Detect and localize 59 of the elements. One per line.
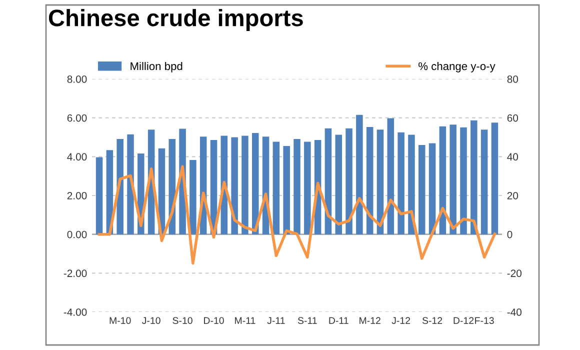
- bar: [470, 120, 478, 234]
- y2-tick-label: 40: [507, 153, 518, 161]
- bar: [356, 114, 363, 234]
- y2-tick-label: 60: [507, 114, 518, 122]
- bar: [324, 128, 332, 234]
- x-tick-label: S-11: [298, 317, 317, 324]
- legend-label: % change y-o-y: [418, 62, 496, 72]
- x-tick-label: J-12: [392, 317, 410, 324]
- x-tick-label: J-11: [267, 317, 285, 324]
- legend-label: Million bpd: [130, 62, 182, 72]
- line-series: [98, 165, 496, 265]
- y-tick-label: -2.00: [64, 270, 87, 278]
- y2-tick-label: 0: [507, 230, 512, 238]
- x-tick-label: D-10: [204, 317, 224, 324]
- bar: [408, 134, 415, 234]
- chart-title: Chinese crude imports: [48, 8, 303, 32]
- y2-tick-label: 80: [507, 76, 518, 83]
- bar: [428, 143, 436, 234]
- x-tick-label: M-12: [360, 317, 380, 324]
- bar: [387, 118, 394, 234]
- y-tick-label: 4.00: [67, 153, 87, 161]
- x-tick-label: D-11: [329, 317, 348, 324]
- x-tick-label: F-13: [475, 317, 494, 324]
- y-tick-label: 8.00: [67, 76, 87, 83]
- bar: [335, 134, 342, 234]
- y2-tick-label: -40: [507, 308, 522, 316]
- bar: [190, 160, 196, 234]
- bar: [460, 127, 467, 234]
- bar: [376, 130, 384, 234]
- x-tick-label: M-10: [110, 317, 131, 324]
- x-tick-label: S-12: [422, 317, 442, 324]
- y2-tick-label: 20: [507, 192, 518, 200]
- bar: [480, 130, 488, 234]
- bar: [304, 142, 311, 234]
- bar: [242, 136, 248, 234]
- x-tick-label: J-10: [142, 317, 160, 324]
- bar: [418, 145, 426, 234]
- bar: [127, 134, 134, 234]
- bar: [398, 132, 404, 234]
- bar: [96, 157, 103, 234]
- bar: [491, 122, 498, 234]
- x-tick-label: M-11: [235, 317, 256, 324]
- bar: [346, 128, 352, 234]
- bar: [294, 139, 300, 234]
- bar: [439, 126, 446, 234]
- y-tick-label: 6.00: [67, 114, 87, 122]
- y-tick-label: 0.00: [67, 230, 87, 238]
- y-tick-label: 2.00: [67, 192, 87, 200]
- bar: [272, 142, 280, 234]
- bar: [252, 132, 259, 234]
- bar: [366, 126, 374, 234]
- bar: [231, 137, 238, 234]
- bar: [116, 139, 124, 234]
- x-tick-label: S-10: [172, 317, 192, 324]
- bar: [283, 146, 290, 234]
- x-tick-label: D-12: [454, 317, 474, 324]
- y2-tick-label: -20: [507, 270, 522, 278]
- y-tick-label: -4.00: [64, 308, 87, 316]
- bar: [450, 124, 456, 234]
